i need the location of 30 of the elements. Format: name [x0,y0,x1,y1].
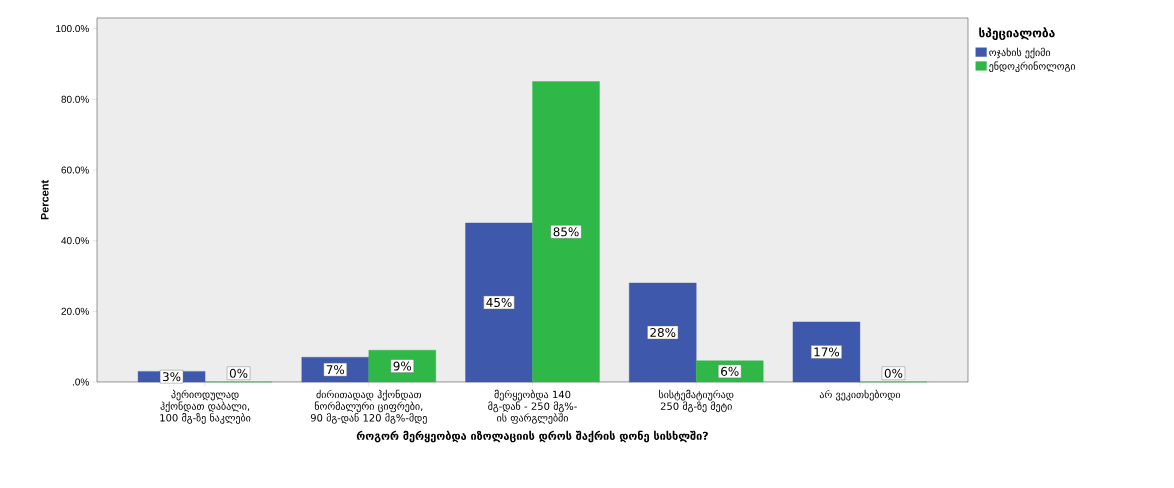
legend-label: ენდოკრინოლოგი [989,61,1076,73]
x-tick-label: ძირითადად ჰქონდათ ნორმალური ციფრები, 90 მგ-დან 120 მგ%-მდე [310,389,427,424]
bar [465,222,533,383]
x-axis-title: როგორ მერყეობდა იზოლაციის დროს შაქრის დონე სისხლში? [356,430,708,443]
x-tick-label: სისტემატიურად 250 მგ-ზე მეტი [659,389,734,413]
data-label: 45% [486,297,512,307]
y-tick-label: 60.0% [61,166,89,174]
legend-title: სპეციალობა [979,27,1055,40]
bar [629,282,697,383]
y-tick-label: 100.0% [56,25,89,33]
y-tick-label: 20.0% [61,307,89,315]
data-label: 6% [721,366,739,376]
data-label: 0% [884,368,903,378]
bar [532,81,600,383]
bar [792,321,861,383]
y-tick-label: 40.0% [61,237,89,245]
data-label: 17% [814,347,840,357]
x-tick-label: პერიოდულად ჰქონდათ დაბალი, 100 მგ-ზე ნაკლები [160,389,251,424]
y-axis-title: Percent [40,180,49,220]
data-label: 85% [553,227,579,237]
data-label: 3% [162,372,181,382]
data-label: 0% [229,368,248,378]
y-tick-label: 80.0% [61,95,89,103]
data-label: 9% [393,361,412,371]
data-label: 28% [650,327,676,338]
y-tick-label: .0% [72,378,89,386]
legend-label: ოჯახის ექიმი [989,47,1051,59]
x-tick-label: მერყეობდა 140 მგ-დან - 250 მგ%-ის ფარგლებში [488,389,577,424]
data-label: 7% [326,365,345,375]
x-tick-label: არ ვეკითხებოდი [819,389,901,401]
